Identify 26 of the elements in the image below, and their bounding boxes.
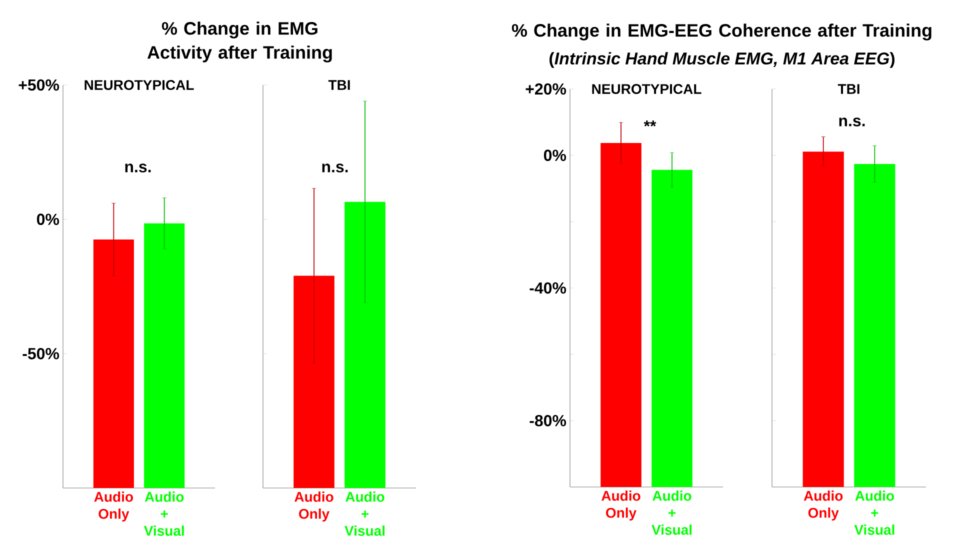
annotation: TBI (328, 80, 350, 90)
x-tick-label: Audio Only (602, 490, 640, 521)
chart-subtitle: (Intrinsic Hand Muscle EMG, M1 Area EEG) (550, 52, 894, 68)
x-tick-label: Audio + Visual (854, 490, 894, 535)
x-tick-label: Audio + Visual (652, 490, 692, 535)
annotation: n.s. (839, 118, 865, 126)
chart-title: % Change in EMG-EEG Coherence after Training (512, 24, 932, 40)
chart-title: % Change in EMG Activity after Training (147, 22, 332, 62)
y-tick-label: 0% (544, 150, 566, 161)
x-tick-label: Audio + Visual (344, 492, 385, 536)
annotation: NEUROTYPICAL (592, 84, 702, 94)
annotation: NEUROTYPICAL (84, 80, 194, 90)
annotation: n.s. (125, 164, 151, 172)
y-tick-label: -40% (530, 282, 566, 294)
y-tick-label: +20% (526, 83, 566, 95)
y-tick-label: 0% (36, 214, 60, 225)
y-tick-label: +50% (18, 79, 60, 91)
x-tick-label: Audio Only (94, 492, 133, 522)
annotation: TBI (838, 84, 860, 94)
annotation: ** (644, 120, 656, 126)
x-tick-label: Audio Only (294, 492, 334, 522)
x-tick-label: Audio + Visual (144, 492, 184, 536)
x-tick-label: Audio Only (804, 490, 843, 521)
y-tick-label: -80% (530, 415, 566, 426)
y-tick-label: -50% (22, 348, 60, 360)
annotation: n.s. (322, 164, 348, 172)
